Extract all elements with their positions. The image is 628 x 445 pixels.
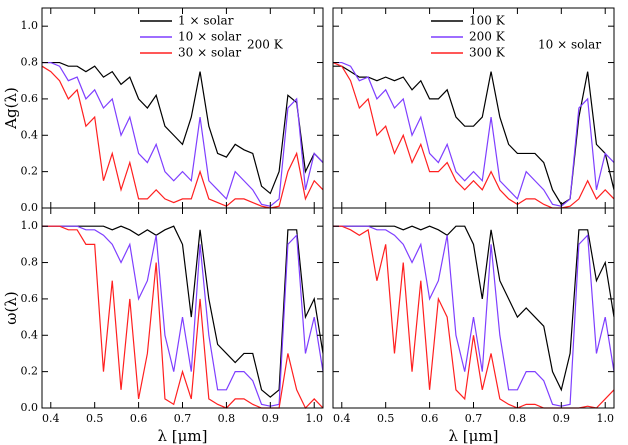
x-tick-label: 0.8 [218, 412, 236, 425]
annotation: 200 K [247, 38, 284, 52]
data-line [333, 225, 615, 407]
x-tick-label: 0.4 [42, 412, 60, 425]
y-tick-label: 0.0 [21, 201, 39, 214]
x-axis-label: λ [μm] [158, 427, 208, 445]
x-tick-label: 1.0 [596, 412, 614, 425]
x-tick-label: 0.6 [421, 412, 439, 425]
legend-label: 100 K [469, 14, 506, 28]
x-tick-label: 1.0 [305, 412, 323, 425]
y-tick-label: 0.8 [21, 256, 39, 269]
x-tick-label: 0.6 [130, 412, 148, 425]
y-tick-label: 0.4 [21, 328, 39, 341]
data-line [333, 61, 615, 207]
data-line [42, 225, 324, 407]
data-line [42, 225, 324, 398]
x-tick-label: 0.8 [509, 412, 527, 425]
y-tick-label: 0.4 [21, 128, 39, 141]
y-tick-label: 0.6 [21, 292, 39, 305]
legend-label: 1 × solar [178, 14, 234, 28]
y-tick-label: 1.0 [21, 219, 39, 232]
x-tick-label: 0.7 [174, 412, 192, 425]
legend-label: 200 K [469, 30, 506, 44]
x-tick-label: 0.9 [262, 412, 280, 425]
data-line [41, 65, 324, 209]
x-tick-label: 0.9 [553, 412, 571, 425]
legend-label: 300 K [469, 46, 506, 60]
x-tick-label: 0.5 [377, 412, 395, 425]
data-line [42, 61, 324, 207]
data-line [42, 61, 324, 195]
y-tick-label: 1.0 [21, 19, 39, 32]
y-tick-label: 0.2 [21, 165, 39, 178]
y-tick-label: 0.0 [21, 401, 39, 414]
legend-label: 30 × solar [178, 46, 241, 60]
x-axis-label: λ [μm] [449, 427, 499, 445]
annotation: 10 × solar [538, 38, 601, 52]
legend-label: 10 × solar [178, 30, 241, 44]
x-tick-label: 0.4 [333, 412, 351, 425]
y-tick-label: 0.8 [21, 56, 39, 69]
y-axis-label: ω(λ) [2, 291, 20, 324]
data-line [332, 61, 615, 209]
x-tick-label: 0.7 [465, 412, 483, 425]
y-tick-label: 0.2 [21, 365, 39, 378]
data-line [333, 225, 615, 392]
y-axis-label: Ag(λ) [2, 87, 20, 130]
x-tick-label: 0.5 [86, 412, 104, 425]
y-tick-label: 0.6 [21, 92, 39, 105]
